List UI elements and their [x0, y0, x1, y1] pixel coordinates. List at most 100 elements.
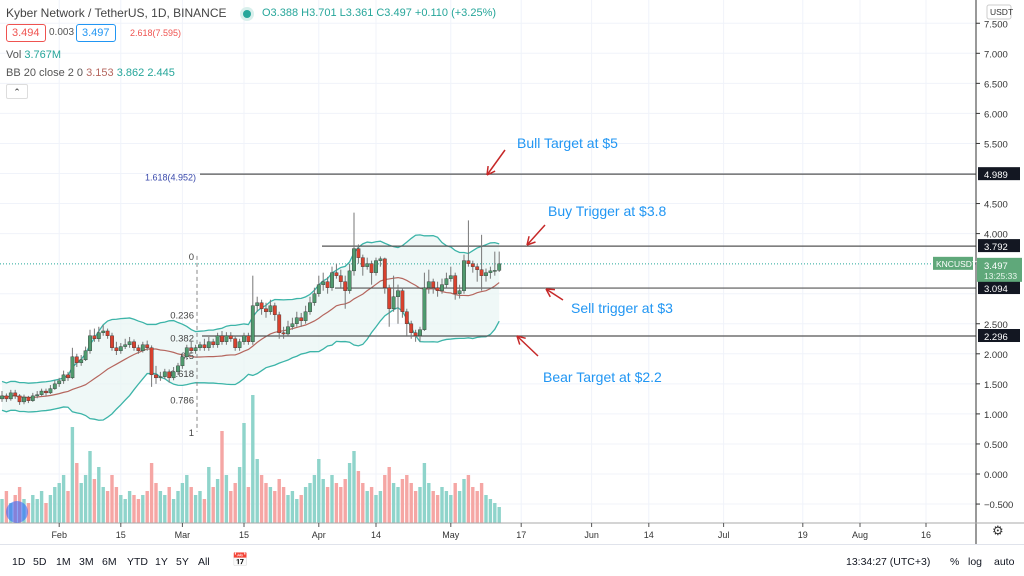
candle-body: [61, 374, 66, 382]
range-button-6m[interactable]: 6M: [102, 556, 117, 568]
symbol-title[interactable]: Kyber Network / TetherUS, 1D, BINANCE: [6, 6, 227, 20]
candle-body: [92, 335, 97, 339]
volume-bar: [193, 495, 198, 523]
time-tick-label: Feb: [51, 530, 67, 540]
price-tick-label: 7.000: [984, 49, 1008, 60]
candle-body: [180, 356, 185, 367]
candle-body: [105, 330, 110, 336]
candle-body: [396, 290, 400, 297]
arrow-icon: [526, 224, 546, 246]
volume-bar: [418, 487, 422, 523]
fib-level-label: 0.236: [170, 311, 194, 322]
price-tick-label: 4.500: [984, 200, 1008, 211]
volume-bar: [136, 499, 141, 523]
candle-body: [242, 335, 246, 342]
volume-legend-value: 3.767M: [24, 49, 62, 61]
level-lines: 1.618(4.952) 2.618(7.595): [0, 28, 976, 337]
chevron-up-icon[interactable]: ⌃: [6, 84, 28, 99]
price-tick-label: 5.500: [984, 139, 1008, 150]
candle-body: [286, 326, 290, 335]
volume-bar: [295, 499, 299, 523]
volume-bar: [317, 459, 321, 523]
volume-bar: [198, 491, 202, 523]
candle-body: [215, 335, 220, 345]
volume-bar: [189, 487, 193, 523]
arrow-head-icon: [545, 288, 556, 291]
auto-toggle[interactable]: auto: [994, 556, 1015, 568]
bb-basis-line: [1, 276, 500, 399]
volume-bar: [185, 475, 189, 523]
sell-price-button[interactable]: 3.494: [6, 24, 46, 42]
candles: [0, 212, 502, 405]
settings-gear-icon: ⚙: [992, 523, 1004, 538]
volume-bar: [303, 487, 308, 523]
volume-bar: [242, 423, 246, 523]
candle-body: [184, 347, 189, 358]
volume-bar: [471, 487, 475, 523]
range-button-1d[interactable]: 1D: [12, 556, 26, 568]
bb-lower: 2.445: [147, 67, 175, 79]
candle-body: [272, 305, 277, 315]
volume-bar: [61, 475, 66, 523]
price-tick-label: 0.500: [984, 440, 1008, 451]
candle-body: [369, 263, 374, 273]
level-price-label: 3.094: [984, 284, 1008, 295]
candle-body: [26, 396, 31, 401]
buy-price-button[interactable]: 3.497: [76, 24, 116, 42]
range-button-5y[interactable]: 5Y: [176, 556, 189, 568]
candle-body: [400, 290, 405, 312]
candle-body: [391, 296, 396, 309]
candle-body: [202, 344, 207, 348]
price-tick-label: −0.500: [984, 500, 1013, 511]
range-button-5d[interactable]: 5D: [33, 556, 47, 568]
volume-bar: [449, 495, 453, 523]
range-button-1m[interactable]: 1M: [56, 556, 71, 568]
clock[interactable]: 13:34:27 (UTC+3): [846, 556, 931, 568]
arrow-head-icon: [486, 165, 489, 176]
grid: [0, 0, 976, 523]
ohlc-readout: O3.388 H3.701 L3.361 C3.497 +0.110 (+3.2…: [262, 7, 497, 19]
calendar-icon[interactable]: 📅: [232, 552, 249, 567]
volume-bar: [299, 495, 303, 523]
volume-legend: Vol 3.767M: [6, 49, 61, 61]
candle-body: [224, 335, 229, 342]
annotation-arrows: [486, 149, 564, 357]
candle-body: [479, 269, 484, 276]
volume-bar: [409, 483, 413, 523]
candle-body: [352, 248, 356, 272]
percent-toggle[interactable]: %: [950, 556, 960, 568]
range-button-1y[interactable]: 1Y: [155, 556, 168, 568]
time-tick-label: 14: [371, 530, 381, 540]
price-tick-label: 1.000: [984, 410, 1008, 421]
candle-body: [475, 266, 480, 270]
candle-body: [343, 281, 348, 291]
volume-bar: [312, 475, 317, 523]
range-button-all[interactable]: All: [198, 556, 210, 568]
candle-body: [299, 317, 304, 321]
volume-bar: [114, 487, 119, 523]
arrow-head-icon: [526, 236, 530, 246]
volume-bar: [484, 495, 488, 523]
time-tick-label: Aug: [852, 530, 868, 540]
candle-body: [193, 347, 198, 351]
candle-body: [8, 392, 13, 400]
volume-bar: [57, 483, 61, 523]
time-tick-label: 15: [116, 530, 126, 540]
candle-body: [211, 341, 216, 345]
log-toggle[interactable]: log: [968, 556, 983, 568]
price-chart[interactable]: 1.618(4.952) 2.618(7.595) 0 0.236 0.382 0.50…: [0, 0, 1024, 544]
volume-bar: [334, 483, 339, 523]
candle-body: [334, 272, 339, 276]
volume-bar: [176, 491, 180, 523]
candle-body: [22, 396, 26, 403]
volume-bar: [475, 491, 479, 523]
candle-body: [462, 260, 466, 291]
symbol-tag: [933, 256, 973, 270]
volume-bar: [88, 451, 92, 523]
candle-body: [171, 371, 176, 379]
fib-level-label: 0.618: [170, 369, 194, 380]
range-button-3m[interactable]: 3M: [79, 556, 94, 568]
fib-extension-label: 1.618(4.952): [145, 172, 196, 182]
candle-body: [312, 293, 317, 303]
range-button-ytd[interactable]: YTD: [127, 556, 148, 568]
